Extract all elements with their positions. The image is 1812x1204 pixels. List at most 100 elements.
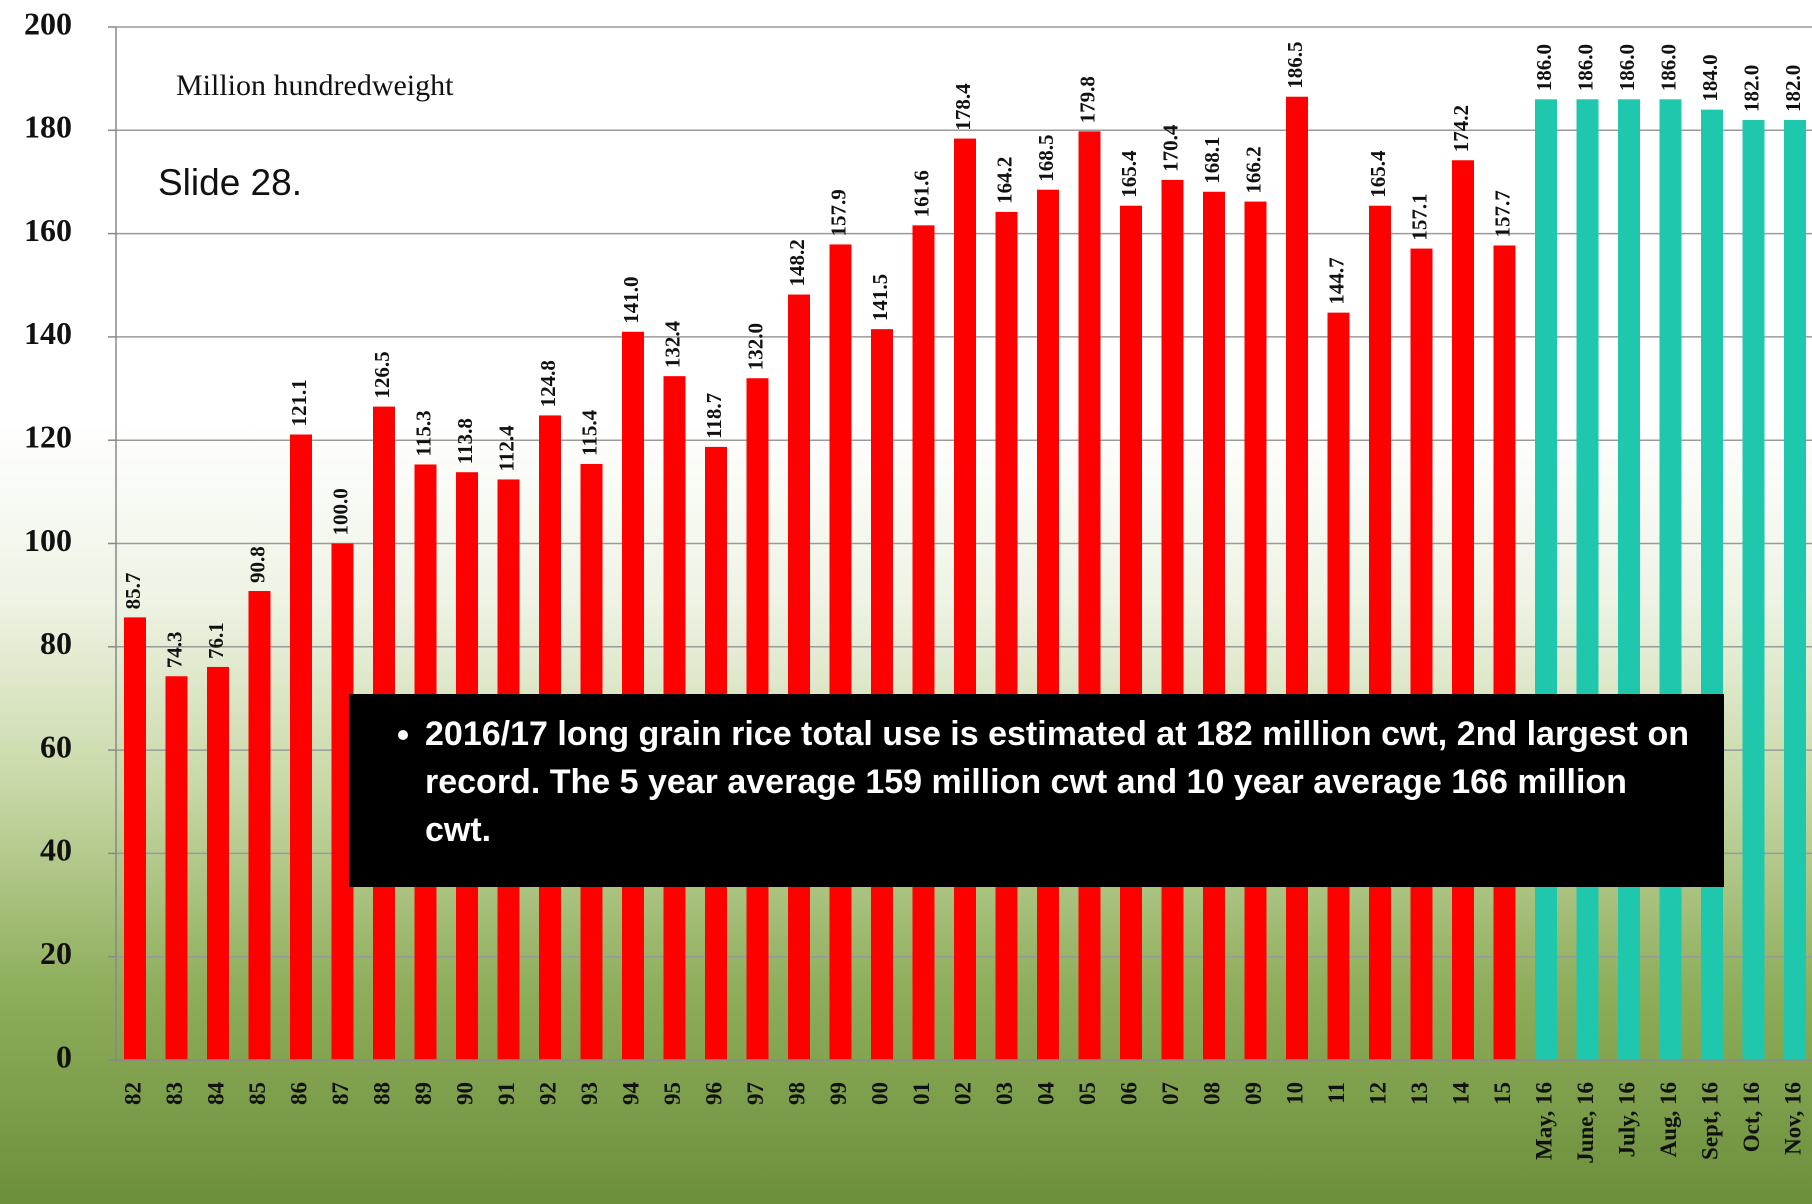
bar bbox=[995, 211, 1018, 1061]
bar bbox=[1701, 109, 1723, 1060]
value-label: 76.1 bbox=[204, 622, 228, 659]
bar bbox=[1618, 99, 1640, 1060]
value-label: 186.0 bbox=[1573, 44, 1597, 91]
value-label: 184.0 bbox=[1698, 54, 1722, 101]
value-label: 100.0 bbox=[328, 488, 352, 535]
y-tick-label: 40 bbox=[40, 832, 72, 868]
value-label: 141.0 bbox=[619, 276, 643, 323]
x-tick-label: 88 bbox=[369, 1082, 394, 1105]
bar bbox=[954, 138, 976, 1061]
x-tick-label: 15 bbox=[1490, 1082, 1515, 1105]
x-tick-label: 13 bbox=[1407, 1082, 1432, 1105]
x-tick-label: 01 bbox=[909, 1082, 934, 1105]
x-tick-label: 06 bbox=[1116, 1082, 1141, 1105]
x-tick-label: Sept, 16 bbox=[1697, 1082, 1722, 1160]
x-tick-label: 91 bbox=[494, 1082, 519, 1105]
bar bbox=[1576, 99, 1599, 1060]
unit-label: Million hundredweight bbox=[176, 69, 454, 102]
bar bbox=[1327, 312, 1350, 1060]
x-tick-label: 92 bbox=[535, 1082, 560, 1105]
value-label: 141.5 bbox=[868, 274, 892, 321]
bar bbox=[290, 434, 312, 1060]
value-label: 186.0 bbox=[1656, 44, 1680, 91]
bar bbox=[165, 676, 188, 1060]
bar bbox=[1742, 119, 1765, 1061]
callout: 2016/17 long grain rice total use is est… bbox=[349, 694, 1724, 887]
x-tick-label: 97 bbox=[743, 1082, 768, 1105]
y-tick-label: 200 bbox=[24, 5, 72, 41]
value-label: 168.5 bbox=[1034, 134, 1058, 181]
bar bbox=[1286, 96, 1308, 1061]
y-tick-label: 140 bbox=[24, 315, 72, 351]
value-label: 115.3 bbox=[411, 410, 435, 456]
y-tick-label: 160 bbox=[24, 212, 72, 248]
x-tick-label: 84 bbox=[203, 1082, 228, 1106]
value-label: 182.0 bbox=[1739, 65, 1763, 112]
value-label: 85.7 bbox=[121, 573, 145, 610]
y-tick-label: 80 bbox=[40, 625, 72, 661]
x-tick-label: 95 bbox=[660, 1082, 685, 1105]
bar bbox=[788, 294, 810, 1060]
value-label: 161.6 bbox=[909, 170, 933, 217]
value-label: 165.4 bbox=[1117, 150, 1141, 198]
x-tick-label: May, 16 bbox=[1531, 1082, 1556, 1160]
y-tick-label: 0 bbox=[56, 1038, 72, 1074]
x-tick-label: 10 bbox=[1282, 1082, 1307, 1105]
x-tick-label: 86 bbox=[286, 1082, 311, 1105]
y-tick-label: 60 bbox=[40, 728, 72, 764]
value-label: 164.2 bbox=[992, 157, 1016, 204]
y-tick-label: 180 bbox=[24, 109, 72, 145]
y-tick-label: 120 bbox=[24, 419, 72, 455]
bar bbox=[124, 617, 146, 1060]
x-tick-label: 12 bbox=[1365, 1082, 1390, 1105]
bar bbox=[1452, 160, 1474, 1060]
bar bbox=[912, 225, 935, 1060]
x-tick-label: 03 bbox=[992, 1082, 1017, 1105]
value-label: 118.7 bbox=[702, 393, 726, 439]
value-label: 178.4 bbox=[951, 83, 975, 131]
bar bbox=[1037, 189, 1059, 1060]
y-tick-label: 100 bbox=[24, 522, 72, 558]
x-tick-label: 07 bbox=[1158, 1082, 1183, 1105]
value-label: 148.2 bbox=[785, 239, 809, 286]
bar bbox=[1493, 245, 1516, 1061]
value-label: 168.1 bbox=[1200, 137, 1224, 184]
x-tick-label: 82 bbox=[120, 1082, 145, 1105]
value-label: 157.1 bbox=[1407, 193, 1431, 240]
value-label: 179.8 bbox=[1075, 76, 1099, 123]
value-label: 157.7 bbox=[1490, 190, 1514, 237]
bar bbox=[1078, 131, 1101, 1060]
y-tick-label: 20 bbox=[40, 935, 72, 971]
value-label: 132.4 bbox=[660, 320, 684, 368]
bar bbox=[331, 543, 354, 1060]
bar bbox=[1410, 248, 1433, 1061]
value-label: 90.8 bbox=[245, 546, 269, 583]
x-tick-label: 14 bbox=[1448, 1082, 1473, 1106]
value-label: 186.5 bbox=[1283, 41, 1307, 88]
bar bbox=[1161, 179, 1184, 1060]
bar bbox=[1244, 201, 1267, 1060]
x-tick-label: 89 bbox=[411, 1082, 436, 1105]
x-tick-label: 96 bbox=[701, 1082, 726, 1105]
x-tick-label: 94 bbox=[618, 1082, 643, 1106]
callout-text: 2016/17 long grain rice total use is est… bbox=[425, 710, 1694, 854]
value-label: 157.9 bbox=[826, 189, 850, 236]
value-label: 112.4 bbox=[494, 425, 518, 472]
value-label: 124.8 bbox=[536, 360, 560, 407]
value-label: 182.0 bbox=[1781, 65, 1805, 112]
value-label: 166.2 bbox=[1241, 146, 1265, 193]
value-label: 132.0 bbox=[743, 323, 767, 370]
value-label: 186.0 bbox=[1532, 44, 1556, 91]
value-label: 121.1 bbox=[287, 379, 311, 426]
value-label: 126.5 bbox=[370, 351, 394, 398]
bar bbox=[1203, 191, 1225, 1061]
x-tick-label: 02 bbox=[950, 1082, 975, 1105]
x-tick-label: 11 bbox=[1324, 1082, 1349, 1104]
x-tick-label: 85 bbox=[245, 1082, 270, 1105]
value-label: 186.0 bbox=[1615, 44, 1639, 91]
x-tick-label: 08 bbox=[1199, 1082, 1224, 1105]
x-tick-label: Aug, 16 bbox=[1656, 1082, 1681, 1157]
value-label: 113.8 bbox=[453, 418, 477, 464]
bar bbox=[829, 244, 852, 1060]
